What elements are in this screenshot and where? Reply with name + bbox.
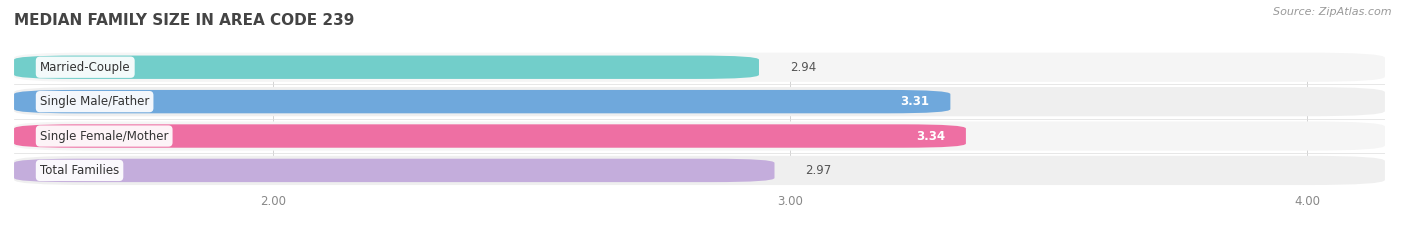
Text: Total Families: Total Families [39, 164, 120, 177]
Text: MEDIAN FAMILY SIZE IN AREA CODE 239: MEDIAN FAMILY SIZE IN AREA CODE 239 [14, 13, 354, 28]
FancyBboxPatch shape [14, 53, 1385, 82]
Text: 2.94: 2.94 [790, 61, 817, 74]
FancyBboxPatch shape [14, 159, 775, 182]
Text: 2.97: 2.97 [806, 164, 832, 177]
Text: Single Female/Mother: Single Female/Mother [39, 130, 169, 143]
Text: Married-Couple: Married-Couple [39, 61, 131, 74]
FancyBboxPatch shape [14, 156, 1385, 185]
Text: 3.34: 3.34 [917, 130, 945, 143]
Text: 3.31: 3.31 [901, 95, 929, 108]
Text: Single Male/Father: Single Male/Father [39, 95, 149, 108]
FancyBboxPatch shape [14, 121, 1385, 151]
FancyBboxPatch shape [14, 124, 966, 148]
FancyBboxPatch shape [14, 90, 950, 113]
Text: Source: ZipAtlas.com: Source: ZipAtlas.com [1274, 7, 1392, 17]
FancyBboxPatch shape [14, 55, 759, 79]
FancyBboxPatch shape [14, 87, 1385, 116]
